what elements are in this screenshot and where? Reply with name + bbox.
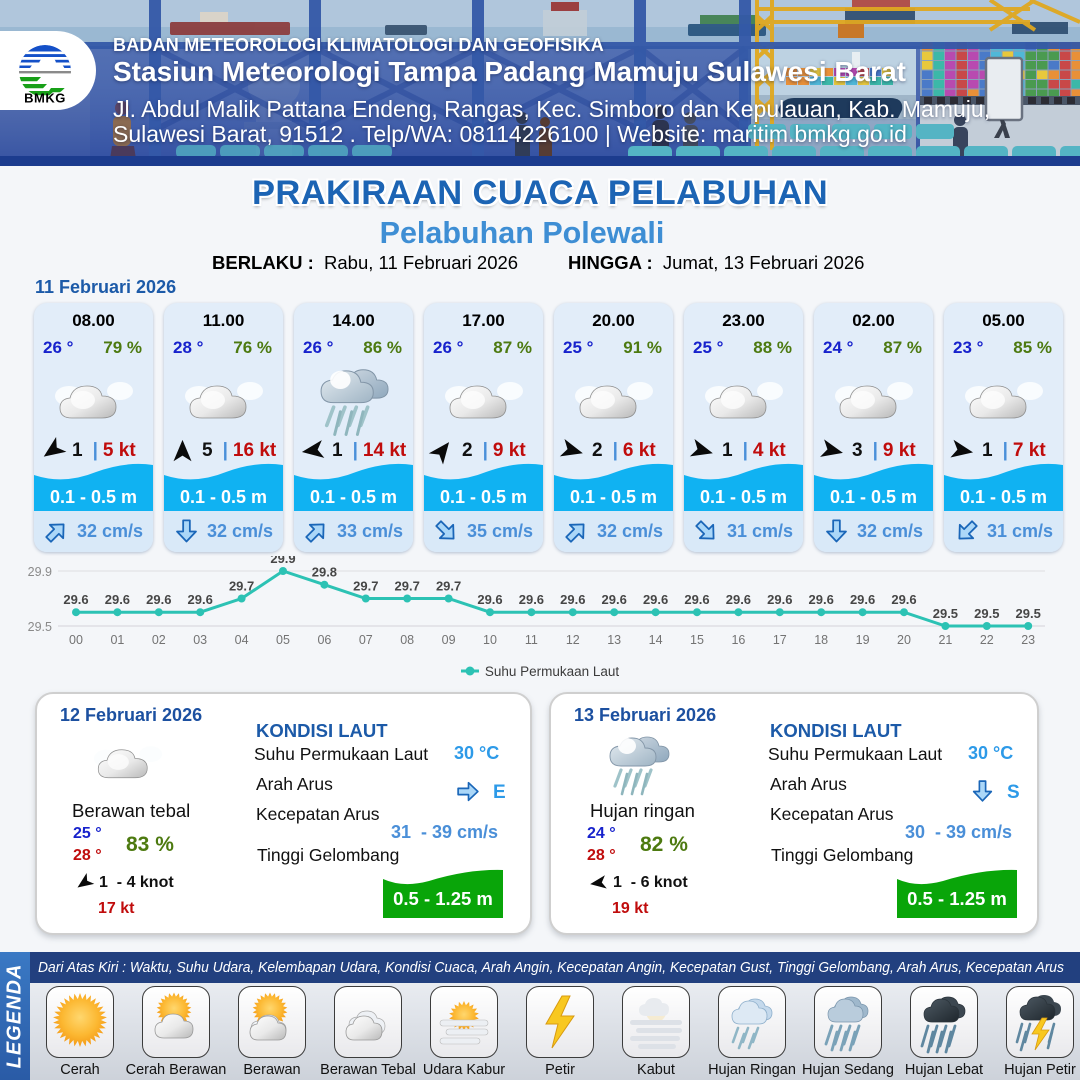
svg-text:29.7: 29.7	[436, 579, 461, 594]
svg-text:21: 21	[938, 633, 952, 647]
svg-text:29.9: 29.9	[270, 556, 295, 566]
svg-text:29.5: 29.5	[933, 606, 958, 621]
svg-text:29.9: 29.9	[28, 565, 52, 579]
svg-text:29.8: 29.8	[312, 565, 337, 580]
svg-text:29.6: 29.6	[891, 592, 916, 607]
svg-text:29.6: 29.6	[643, 592, 668, 607]
svg-text:23: 23	[1021, 633, 1035, 647]
svg-text:29.6: 29.6	[726, 592, 751, 607]
svg-text:29.7: 29.7	[395, 579, 420, 594]
svg-text:07: 07	[359, 633, 373, 647]
svg-text:29.6: 29.6	[519, 592, 544, 607]
svg-text:29.6: 29.6	[105, 592, 130, 607]
svg-text:29.6: 29.6	[477, 592, 502, 607]
svg-text:03: 03	[193, 633, 207, 647]
svg-text:09: 09	[442, 633, 456, 647]
svg-text:22: 22	[980, 633, 994, 647]
svg-text:10: 10	[483, 633, 497, 647]
svg-text:05: 05	[276, 633, 290, 647]
svg-text:29.7: 29.7	[229, 579, 254, 594]
svg-text:16: 16	[731, 633, 745, 647]
svg-text:29.6: 29.6	[767, 592, 792, 607]
svg-text:04: 04	[235, 633, 249, 647]
svg-text:13: 13	[607, 633, 621, 647]
svg-text:08: 08	[400, 633, 414, 647]
svg-text:29.6: 29.6	[63, 592, 88, 607]
svg-text:29.6: 29.6	[146, 592, 171, 607]
svg-text:01: 01	[110, 633, 124, 647]
svg-text:15: 15	[690, 633, 704, 647]
svg-text:29.6: 29.6	[602, 592, 627, 607]
svg-text:29.6: 29.6	[560, 592, 585, 607]
svg-text:29.6: 29.6	[188, 592, 213, 607]
svg-text:29.6: 29.6	[809, 592, 834, 607]
svg-text:20: 20	[897, 633, 911, 647]
svg-text:14: 14	[649, 633, 663, 647]
svg-text:02: 02	[152, 633, 166, 647]
svg-text:29.5: 29.5	[1016, 606, 1041, 621]
svg-text:29.7: 29.7	[353, 579, 378, 594]
svg-text:BMKG: BMKG	[24, 91, 66, 106]
svg-text:29.6: 29.6	[684, 592, 709, 607]
svg-text:00: 00	[69, 633, 83, 647]
svg-text:06: 06	[317, 633, 331, 647]
svg-text:12: 12	[566, 633, 580, 647]
svg-text:19: 19	[856, 633, 870, 647]
svg-text:29.6: 29.6	[850, 592, 875, 607]
svg-text:11: 11	[525, 633, 538, 647]
svg-text:29.5: 29.5	[974, 606, 999, 621]
svg-text:17: 17	[773, 633, 787, 647]
svg-text:18: 18	[814, 633, 828, 647]
svg-text:29.5: 29.5	[28, 620, 52, 634]
